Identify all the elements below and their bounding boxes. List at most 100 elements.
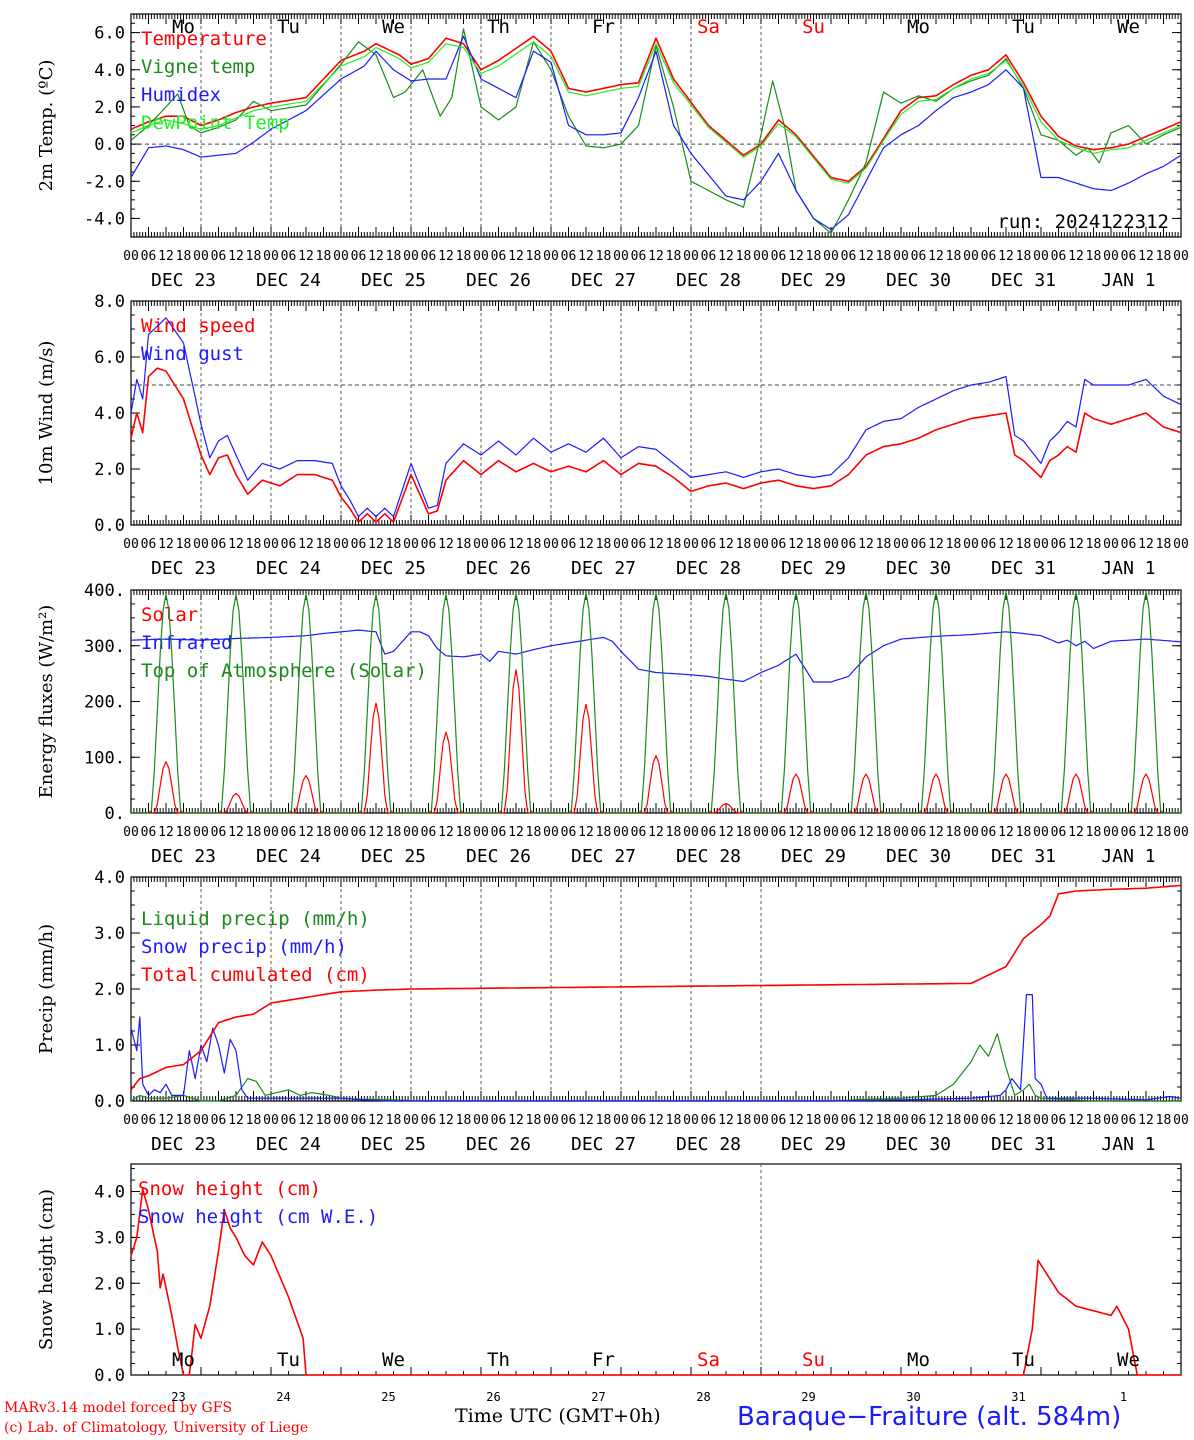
x-hour-label: 06 — [701, 825, 717, 840]
x-hour-label: 00 — [333, 1113, 349, 1128]
x-hour-label: 18 — [246, 537, 262, 552]
x-hour-label: 18 — [526, 1113, 542, 1128]
weekday-label: Tu — [1012, 1349, 1035, 1371]
series-line — [130, 41, 1182, 184]
x-hour-label: 06 — [1051, 1113, 1067, 1128]
x-date-label: DEC 28 — [676, 558, 741, 579]
x-date-label: DEC 23 — [151, 558, 216, 579]
x-hour-label: 06 — [1051, 537, 1067, 552]
x-hour-label: 18 — [526, 249, 542, 264]
legend-label: Snow precip (mm/h) — [141, 936, 347, 958]
x-date-label: JAN 1 — [1101, 1134, 1155, 1155]
y-tick-label: 3.0 — [94, 924, 125, 944]
x-hour-label: 00 — [1103, 1113, 1119, 1128]
x-hour-label: 00 — [473, 249, 489, 264]
y-tick-label: 2.0 — [94, 98, 125, 118]
x-hour-label: 18 — [1086, 1113, 1102, 1128]
x-hour-label: 06 — [421, 249, 437, 264]
x-hour-label: 18 — [596, 1113, 612, 1128]
x-hour-label: 12 — [858, 537, 874, 552]
x-date-label: DEC 26 — [466, 1134, 531, 1155]
lab-credit: (c) Lab. of Climatology, University of L… — [4, 1420, 309, 1436]
x-hour-label: 00 — [1103, 537, 1119, 552]
x-hour-label: 12 — [438, 825, 454, 840]
day-number-label: 1 — [1120, 1390, 1127, 1404]
x-hour-label: 12 — [998, 825, 1014, 840]
x-date-label: DEC 30 — [886, 846, 951, 867]
x-hour-label: 18 — [736, 825, 752, 840]
x-hour-label: 06 — [281, 537, 297, 552]
x-hour-label: 06 — [841, 1113, 857, 1128]
x-hour-label: 00 — [473, 825, 489, 840]
x-hour-label: 12 — [298, 1113, 314, 1128]
x-hour-label: 18 — [736, 249, 752, 264]
day-number-label: 29 — [801, 1390, 815, 1404]
x-hour-label: 06 — [701, 249, 717, 264]
x-hour-label: 12 — [928, 537, 944, 552]
x-hour-label: 18 — [456, 537, 472, 552]
series-line — [130, 884, 1182, 1091]
legend-label: Snow height (cm) — [138, 1178, 321, 1200]
x-hour-label: 18 — [596, 825, 612, 840]
day-number-label: 24 — [276, 1390, 290, 1404]
x-hour-label: 00 — [123, 825, 139, 840]
x-hour-label: 00 — [543, 249, 559, 264]
x-hour-label: 18 — [946, 825, 962, 840]
x-hour-label: 18 — [1086, 825, 1102, 840]
x-hour-label: 06 — [351, 537, 367, 552]
x-hour-label: 06 — [771, 1113, 787, 1128]
x-hour-label: 00 — [1033, 1113, 1049, 1128]
x-date-label: JAN 1 — [1101, 558, 1155, 579]
x-hour-label: 18 — [1016, 537, 1032, 552]
weekday-label: Mo — [907, 16, 930, 38]
x-hour-label: 00 — [1033, 825, 1049, 840]
x-hour-label: 18 — [736, 1113, 752, 1128]
x-hour-label: 18 — [386, 249, 402, 264]
x-hour-label: 00 — [403, 537, 419, 552]
x-hour-label: 18 — [456, 1113, 472, 1128]
x-hour-label: 12 — [368, 825, 384, 840]
y-tick-label: 0. — [105, 804, 125, 824]
x-hour-label: 06 — [561, 1113, 577, 1128]
weekday-label: Tu — [277, 1349, 300, 1371]
x-hour-label: 18 — [176, 249, 192, 264]
x-hour-label: 00 — [1173, 537, 1189, 552]
weekday-label: Su — [802, 16, 825, 38]
x-hour-label: 12 — [158, 537, 174, 552]
x-hour-label: 00 — [123, 249, 139, 264]
x-hour-label: 12 — [788, 537, 804, 552]
x-hour-label: 12 — [368, 249, 384, 264]
y-tick-label: 4.0 — [94, 1183, 125, 1203]
legend-label: DewPoint Temp — [141, 112, 290, 134]
x-hour-label: 12 — [228, 249, 244, 264]
y-tick-label: 4.0 — [94, 404, 125, 424]
x-hour-label: 06 — [771, 537, 787, 552]
model-credit: MARv3.14 model forced by GFS — [4, 1400, 233, 1416]
x-date-label: DEC 24 — [256, 270, 321, 291]
x-hour-label: 12 — [718, 537, 734, 552]
day-number-label: 31 — [1011, 1390, 1025, 1404]
x-hour-label: 06 — [1121, 249, 1137, 264]
legend-label: Temperature — [141, 28, 267, 50]
x-hour-label: 00 — [753, 1113, 769, 1128]
y-tick-label: -4.0 — [84, 209, 125, 229]
x-hour-label: 00 — [473, 1113, 489, 1128]
x-hour-label: 12 — [858, 249, 874, 264]
x-hour-label: 00 — [893, 825, 909, 840]
x-hour-label: 00 — [193, 825, 209, 840]
weekday-label: Mo — [172, 16, 195, 38]
x-hour-label: 00 — [893, 249, 909, 264]
legend-label: Humidex — [141, 84, 221, 106]
x-date-label: DEC 25 — [361, 558, 426, 579]
y-tick-label: 0.0 — [94, 1092, 125, 1112]
day-number-label: 30 — [906, 1390, 920, 1404]
x-hour-label: 18 — [246, 825, 262, 840]
x-hour-label: 18 — [176, 1113, 192, 1128]
x-hour-label: 12 — [228, 537, 244, 552]
x-hour-label: 18 — [386, 537, 402, 552]
x-hour-label: 06 — [141, 1113, 157, 1128]
x-hour-label: 18 — [946, 249, 962, 264]
x-hour-label: 18 — [806, 825, 822, 840]
x-hour-label: 12 — [298, 249, 314, 264]
